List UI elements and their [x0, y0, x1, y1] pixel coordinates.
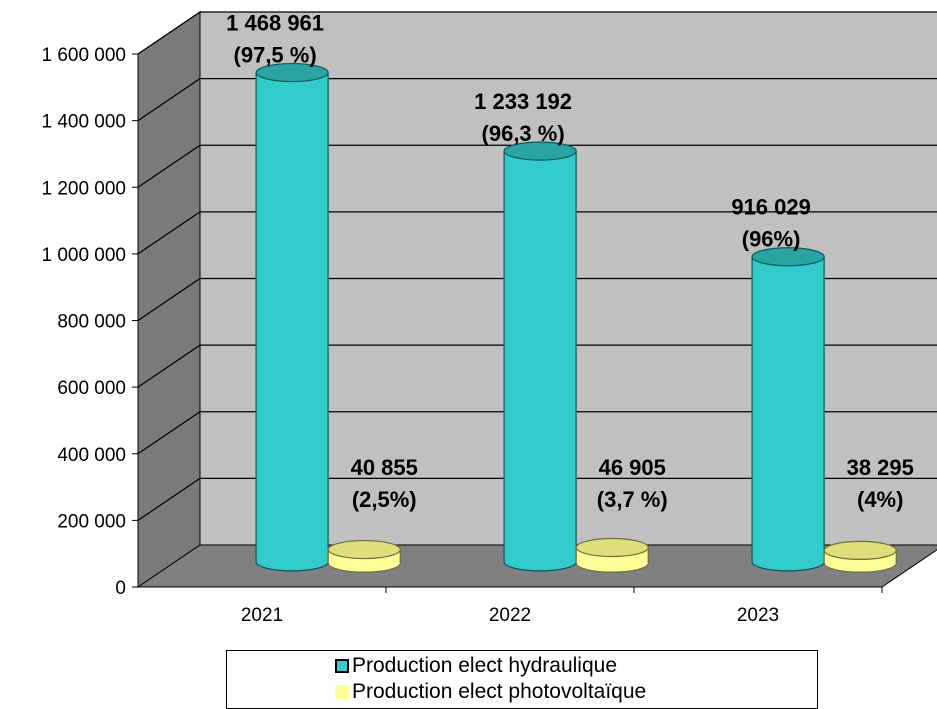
data-labels: 1 468 961 (97,5 %) 1 233 192 (96,3 %) 916 02… — [226, 11, 914, 512]
bar-body — [503, 150, 577, 572]
bar-photovoltaique — [327, 539, 401, 573]
gridline — [137, 211, 937, 255]
gridline — [137, 411, 937, 455]
legend-swatch-photovoltaique — [335, 685, 349, 699]
data-label: (4%) — [857, 487, 903, 512]
y-tick-label: 1 000 000 — [41, 245, 126, 266]
value-axis — [132, 53, 883, 593]
y-tick-label: 1 200 000 — [41, 178, 126, 199]
data-label: 916 029 — [731, 195, 811, 220]
bar-body — [751, 256, 825, 572]
y-tick-label: 1 600 000 — [41, 45, 126, 66]
data-label: (96,3 %) — [482, 121, 565, 146]
bar-chart: 0 200 000 400 000 600 000 800 000 1 000 000 1 … — [41, 11, 937, 626]
bar-top — [327, 539, 401, 560]
bar-photovoltaique — [575, 537, 649, 573]
legend: Production elect hydraulique Production … — [226, 650, 818, 709]
legend-swatch-hydraulique — [335, 659, 349, 673]
y-tick-label: 0 — [115, 578, 126, 599]
y-tick-label: 600 000 — [57, 378, 126, 399]
data-label: 40 855 — [351, 455, 418, 480]
bar-top — [503, 141, 577, 161]
x-tick-labels: 2021 2022 2023 — [241, 605, 779, 626]
bar-photovoltaique — [823, 540, 897, 573]
bar-top — [255, 62, 329, 83]
gridline — [137, 78, 937, 122]
x-tick-label: 2022 — [489, 605, 531, 626]
gridline — [137, 344, 937, 388]
data-label: (2,5%) — [352, 487, 417, 512]
gridline — [137, 277, 937, 321]
y-tick-labels: 0 200 000 400 000 600 000 800 000 1 000 000 1 … — [41, 45, 126, 599]
y-tick-label: 200 000 — [57, 511, 126, 532]
legend-label-photovoltaique: Production elect photovoltaïque — [352, 680, 647, 703]
legend-label-hydraulique: Production elect hydraulique — [352, 654, 618, 677]
legend-item-hydraulique: Production elect hydraulique — [335, 654, 617, 678]
bar-hydraulique — [255, 62, 329, 572]
x-tick-label: 2021 — [241, 605, 283, 626]
bar-body — [255, 71, 329, 572]
x-tick-label: 2023 — [737, 605, 779, 626]
bar-top — [823, 540, 897, 561]
data-label: (3,7 %) — [597, 487, 668, 512]
gridlines — [137, 11, 937, 521]
bar-top — [575, 537, 649, 558]
data-label: 1 468 961 — [226, 11, 324, 36]
bar-series — [255, 62, 897, 573]
data-label: 38 295 — [847, 455, 914, 480]
bar-top — [751, 247, 825, 267]
data-label: (97,5 %) — [234, 43, 317, 68]
gridline — [137, 477, 937, 521]
y-tick-label: 1 400 000 — [41, 112, 126, 133]
gridline — [137, 144, 937, 188]
y-tick-label: 800 000 — [57, 312, 126, 333]
bar-hydraulique — [751, 247, 825, 572]
data-label: (96%) — [742, 227, 801, 252]
legend-item-photovoltaique: Production elect photovoltaïque — [335, 680, 646, 704]
data-label: 1 233 192 — [474, 89, 572, 114]
gridline — [137, 11, 937, 55]
data-label: 46 905 — [599, 455, 666, 480]
bar-hydraulique — [503, 141, 577, 572]
y-tick-label: 400 000 — [57, 445, 126, 466]
